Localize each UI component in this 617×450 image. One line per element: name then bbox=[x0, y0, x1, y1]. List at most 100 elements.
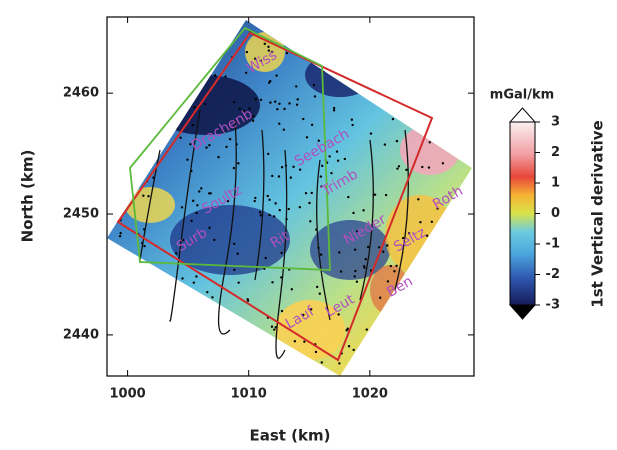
station-dot bbox=[172, 36, 175, 39]
station-dot bbox=[277, 353, 281, 356]
station-dot bbox=[366, 245, 370, 249]
colorbar-tick-label: 3 bbox=[551, 115, 560, 130]
station-dot bbox=[298, 353, 302, 357]
station-dot bbox=[338, 251, 341, 254]
station-dot bbox=[137, 347, 140, 351]
station-dot bbox=[226, 199, 230, 203]
station-dot bbox=[457, 335, 460, 339]
station-dot bbox=[345, 45, 348, 49]
station-dot bbox=[461, 20, 464, 24]
station-dot bbox=[230, 349, 233, 352]
station-dot bbox=[422, 311, 426, 314]
station-dot bbox=[438, 143, 441, 146]
station-dot bbox=[289, 176, 293, 179]
station-dot bbox=[143, 131, 146, 135]
station-dot bbox=[415, 29, 418, 32]
station-dot bbox=[406, 43, 409, 46]
station-dot bbox=[196, 77, 199, 81]
station-dot bbox=[246, 354, 249, 358]
station-dot bbox=[349, 20, 353, 23]
station-dot bbox=[273, 20, 277, 23]
station-dot bbox=[194, 332, 198, 336]
station-dot bbox=[377, 327, 380, 330]
station-dot bbox=[350, 74, 354, 78]
station-dot bbox=[162, 78, 165, 81]
station-dot bbox=[144, 295, 147, 298]
station-dot bbox=[242, 109, 246, 113]
station-dot bbox=[414, 334, 418, 337]
station-dot bbox=[151, 129, 155, 132]
station-dot bbox=[254, 98, 257, 101]
station-dot bbox=[271, 281, 274, 284]
station-dot bbox=[347, 345, 351, 348]
station-dot bbox=[158, 110, 161, 113]
station-dot bbox=[383, 143, 387, 146]
plot-frame bbox=[106, 16, 475, 377]
y-tick-label: 2450 bbox=[63, 207, 99, 222]
station-dot bbox=[149, 135, 152, 138]
station-dot bbox=[267, 152, 270, 156]
station-dot bbox=[127, 143, 130, 147]
station-dot bbox=[111, 287, 115, 290]
station-dot bbox=[419, 220, 422, 224]
station-dot bbox=[195, 211, 198, 215]
station-dot bbox=[285, 51, 289, 55]
station-dot bbox=[113, 105, 117, 109]
station-dot bbox=[145, 345, 149, 349]
station-dot bbox=[379, 296, 382, 299]
station-dot bbox=[372, 75, 376, 79]
station-dot bbox=[259, 214, 263, 217]
station-dot bbox=[430, 220, 434, 223]
station-dot bbox=[277, 175, 281, 178]
station-dot bbox=[237, 281, 240, 284]
station-dot bbox=[111, 146, 114, 149]
station-dot bbox=[456, 21, 459, 24]
station-dot bbox=[273, 215, 276, 218]
station-dot bbox=[431, 112, 434, 116]
station-dot bbox=[276, 108, 279, 111]
colorbar-tick-label: 1 bbox=[551, 176, 560, 191]
station-dot bbox=[251, 119, 255, 122]
station-dot bbox=[118, 94, 121, 97]
station-dot bbox=[170, 368, 173, 372]
station-dot bbox=[386, 280, 390, 283]
station-dot bbox=[131, 145, 135, 148]
station-dot bbox=[393, 270, 396, 273]
station-dot bbox=[121, 156, 124, 160]
station-dot bbox=[450, 20, 454, 22]
station-dot bbox=[454, 235, 458, 238]
station-dot bbox=[259, 98, 263, 102]
station-dot bbox=[245, 50, 249, 54]
station-dot bbox=[143, 244, 146, 248]
station-dot bbox=[132, 63, 136, 66]
station-dot bbox=[347, 195, 350, 199]
station-dot bbox=[312, 83, 316, 87]
station-dot bbox=[381, 42, 384, 45]
station-dot bbox=[357, 60, 360, 63]
station-dot bbox=[276, 370, 280, 373]
station-dot bbox=[190, 219, 193, 222]
station-dot bbox=[157, 98, 161, 101]
station-dot bbox=[254, 196, 257, 200]
station-dot bbox=[198, 71, 202, 75]
station-dot bbox=[287, 207, 290, 211]
station-dot bbox=[248, 107, 251, 110]
station-dot bbox=[339, 270, 343, 273]
station-dot bbox=[206, 359, 210, 363]
station-dot bbox=[117, 73, 120, 77]
station-dot bbox=[405, 168, 408, 172]
station-dot bbox=[386, 244, 389, 247]
station-dot bbox=[204, 39, 207, 42]
station-dot bbox=[129, 109, 132, 113]
station-dot bbox=[190, 354, 194, 357]
station-dot bbox=[450, 126, 453, 129]
station-dot bbox=[330, 171, 333, 175]
station-dot bbox=[282, 128, 286, 131]
station-dot bbox=[353, 275, 356, 278]
x-tick-label: 1010 bbox=[231, 387, 267, 402]
station-dot bbox=[169, 32, 172, 35]
station-dot bbox=[115, 128, 119, 132]
station-dot bbox=[140, 69, 143, 72]
station-dot bbox=[290, 288, 294, 291]
